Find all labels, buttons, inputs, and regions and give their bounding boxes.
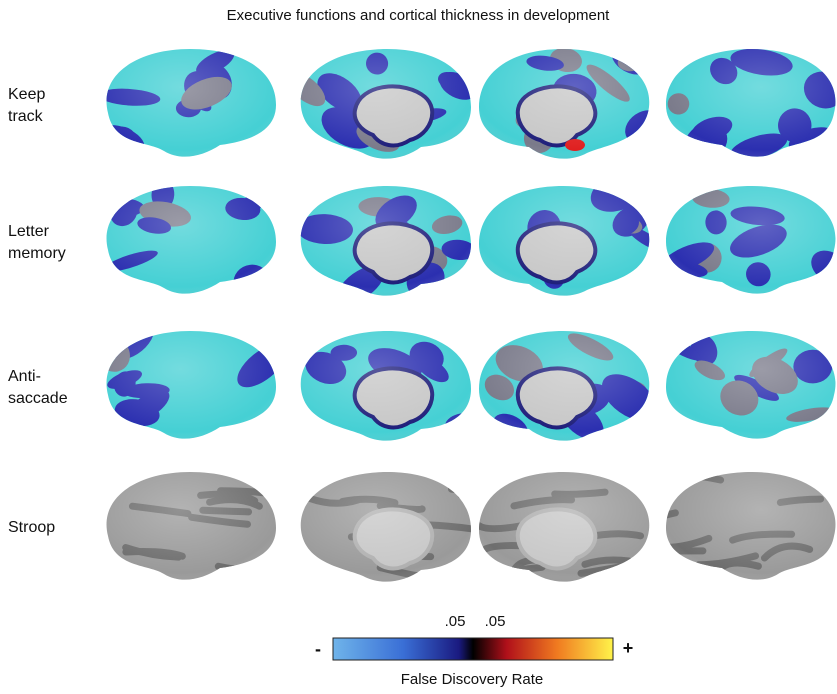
figure-title: Executive functions and cortical thickne… [227,7,611,24]
surface-shade [657,45,837,165]
brain [470,468,660,588]
brain-grid [86,33,837,588]
brain-surface [649,325,837,447]
row-label-line: memory [8,245,66,262]
brain [470,327,666,448]
row-label: Stroop [8,519,55,536]
brain-surface [646,182,837,302]
colorbar-max: + [623,638,634,658]
brain [86,309,293,451]
row-label: Anti-saccade [8,368,68,407]
surface-shade [290,468,480,588]
brain-surface [470,166,665,302]
row-label: Keep track [8,86,45,125]
brain-surface [470,327,666,448]
row-label-line: saccade [8,390,68,407]
colorbar: - + .05 .05 False Discovery Rate [315,613,633,688]
brain [657,45,837,168]
row-label-line: Letter [8,223,50,240]
surface-shade [95,182,285,302]
colorbar-gradient [333,638,613,660]
row-label-line: track [8,108,44,125]
brain-surface [625,468,837,588]
brain [470,33,668,165]
surface-shade [290,327,480,447]
brain-surface [95,45,285,165]
brain-surface [470,468,660,588]
surface-shade [470,468,660,588]
brain [470,166,665,302]
brain-surface [470,33,668,165]
surface-shade [290,45,480,165]
brain-surface [95,468,285,588]
brain-surface [290,319,480,447]
surface-shade [470,182,660,302]
brain-surface [95,179,285,302]
surface-shade [657,182,837,302]
surface-shade [290,182,480,302]
figure: Executive functions and cortical thickne… [0,0,837,694]
brain [95,468,285,588]
brain [625,468,837,588]
row-label-line: Anti- [8,368,41,385]
surface-shade [470,327,660,447]
brain [95,179,285,302]
brain [290,319,480,447]
brain-surface [281,45,481,165]
surface-shade [470,45,660,165]
row-label-line: Keep [8,86,45,103]
brain [290,182,480,312]
surface-shade [657,468,837,588]
colorbar-tick: .05 [445,613,466,630]
row-label: Letter memory [8,223,66,262]
brain-surface [86,309,293,451]
surface-shade [95,468,285,588]
row-label-line: Stroop [8,519,55,536]
brain [649,325,837,447]
surface-shade [95,45,285,165]
brain-surface [657,45,837,168]
brain [646,182,837,302]
surface-shade [657,327,837,447]
colorbar-min: - [315,639,321,659]
brain [95,45,285,165]
colorbar-tick: .05 [485,613,506,630]
brain [281,45,481,165]
colorbar-label: False Discovery Rate [401,671,544,688]
brain-surface [290,182,480,312]
surface-shade [95,327,285,447]
